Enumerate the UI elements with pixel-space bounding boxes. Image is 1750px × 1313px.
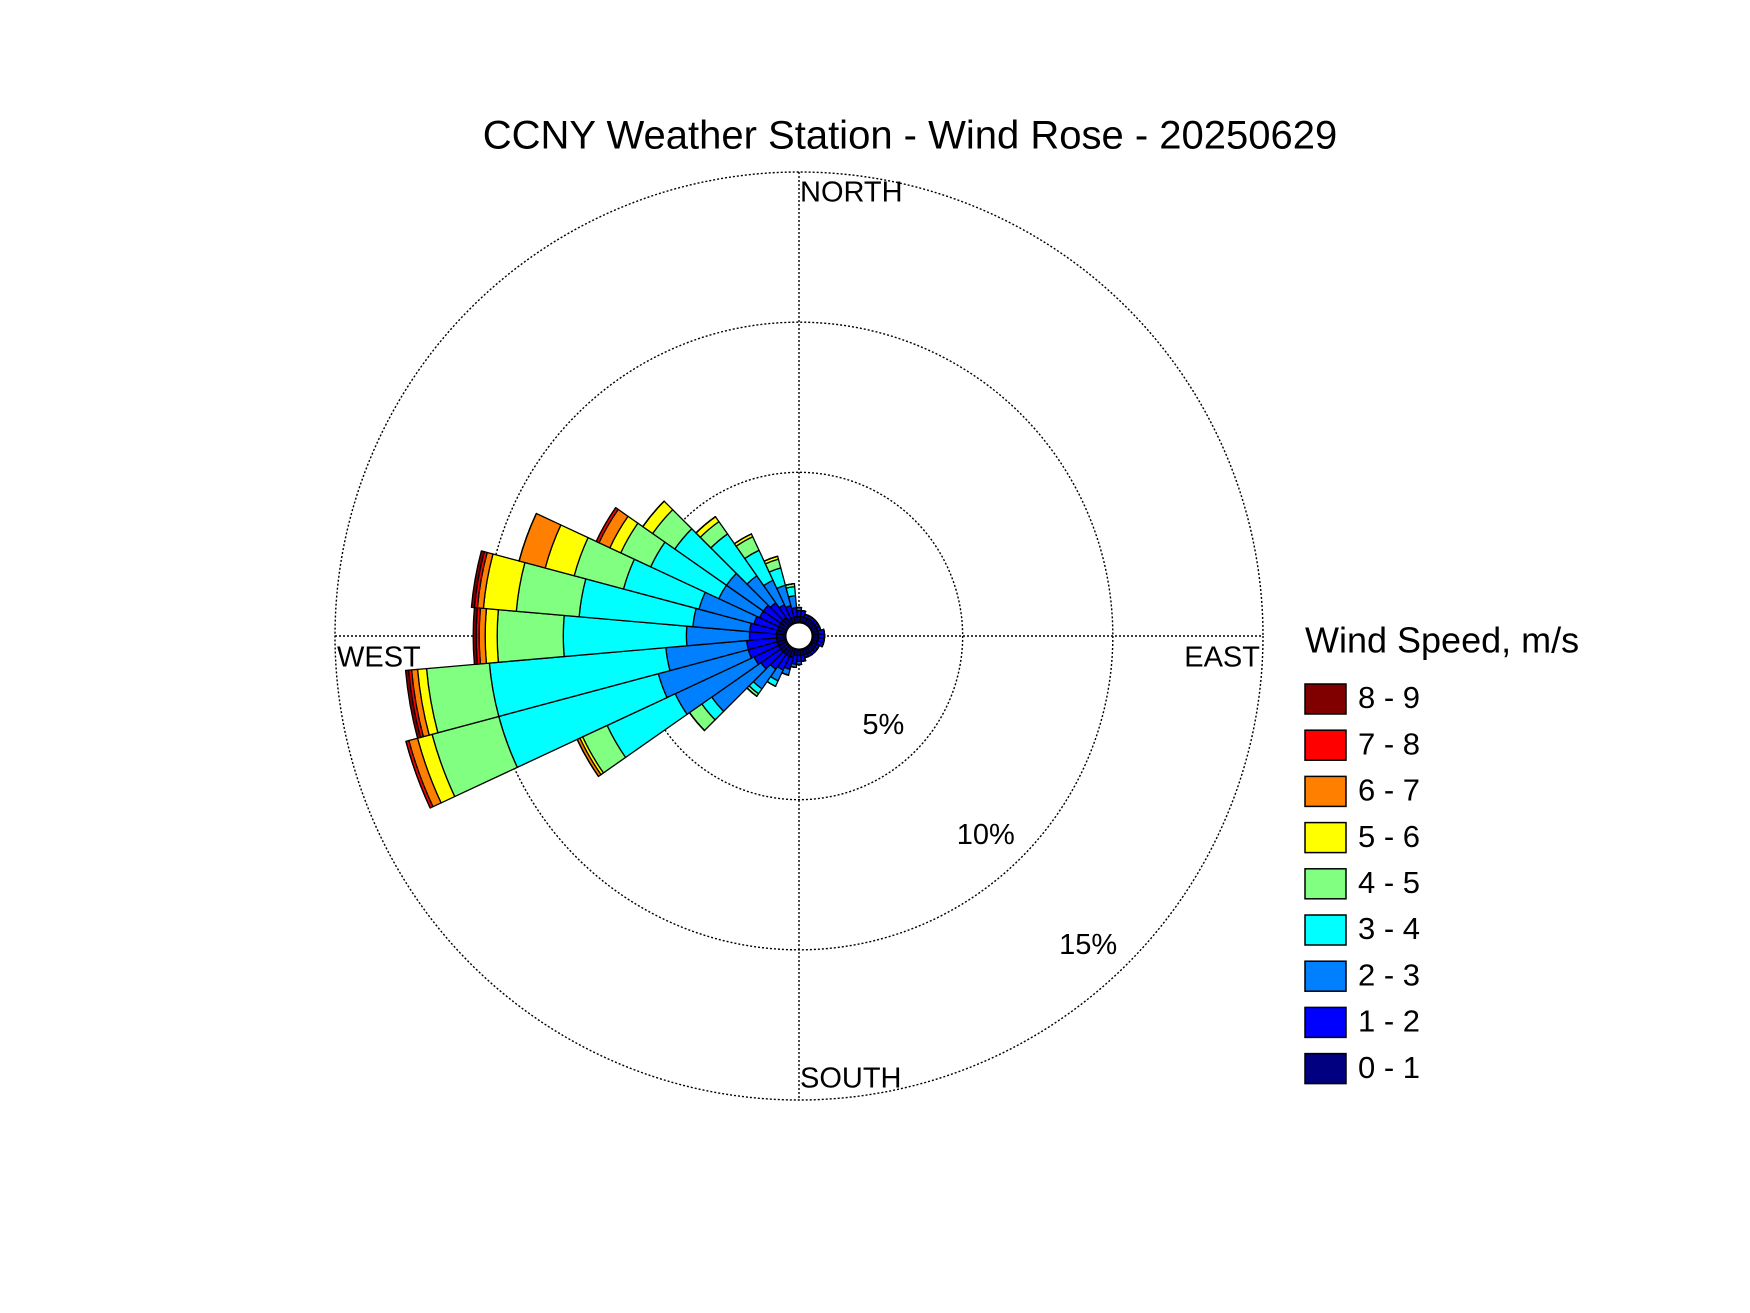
wedge-segment	[496, 609, 565, 663]
legend-swatch	[1304, 960, 1347, 992]
wedge-segment	[404, 669, 422, 739]
wedge-segment	[405, 740, 431, 809]
legend-title: Wind Speed, m/s	[1305, 620, 1579, 661]
direction-label: SOUTH	[800, 1063, 902, 1095]
legend-swatch	[1304, 868, 1347, 900]
wedge-segment	[822, 628, 826, 635]
wedge-segment	[595, 507, 617, 543]
wedge-segment	[821, 641, 825, 648]
r-tick-label: 10%	[957, 819, 1015, 851]
wedge-segment	[746, 687, 758, 697]
legend-label: 2 - 3	[1358, 957, 1420, 992]
wedge-segment	[763, 555, 779, 562]
wedge-segment	[733, 533, 753, 545]
wedge-segment	[470, 550, 485, 609]
wedge-segment	[781, 672, 790, 676]
legend-label: 6 - 7	[1358, 773, 1420, 808]
center-hole	[784, 621, 814, 651]
wedge-segment	[695, 516, 717, 534]
wedge-segment	[800, 659, 807, 663]
wedge-segment	[642, 500, 665, 528]
legend-swatch	[1304, 775, 1347, 808]
legend-swatch	[1304, 729, 1347, 761]
direction-label: NORTH	[800, 177, 903, 209]
legend-label: 7 - 8	[1358, 726, 1420, 761]
wedge-segment	[688, 711, 706, 732]
legend-swatch	[1304, 821, 1347, 854]
legend-swatch	[1304, 1052, 1347, 1085]
wedge-segment	[576, 738, 600, 778]
wedge-segment	[790, 665, 797, 669]
chart-title: CCNY Weather Station - Wind Rose - 20250…	[483, 114, 1338, 158]
r-tick-label: 15%	[1059, 929, 1117, 961]
wedge-segment	[472, 606, 479, 666]
wedge-segment	[766, 680, 777, 687]
wedge-segment	[800, 609, 807, 613]
legend-label: 3 - 4	[1358, 911, 1420, 946]
wedge-segment	[822, 637, 826, 644]
wedge-segment	[784, 583, 796, 586]
legend-swatch	[1304, 1006, 1347, 1039]
wedge-segment	[518, 512, 537, 562]
direction-label: WEST	[337, 642, 421, 674]
legend-swatch	[1304, 914, 1347, 946]
legend-label: 4 - 5	[1358, 865, 1420, 900]
legend-label: 8 - 9	[1358, 680, 1420, 715]
legend-label: 0 - 1	[1358, 1050, 1420, 1085]
legend-label: 5 - 6	[1358, 819, 1420, 854]
legend-label: 1 - 2	[1358, 1004, 1420, 1039]
wedge-segment	[818, 625, 822, 631]
wedge-segment	[804, 655, 810, 659]
direction-label: EAST	[1184, 642, 1260, 674]
r-tick-label: 5%	[862, 709, 904, 741]
wedge-segment	[484, 607, 499, 665]
legend-swatch	[1304, 683, 1347, 715]
